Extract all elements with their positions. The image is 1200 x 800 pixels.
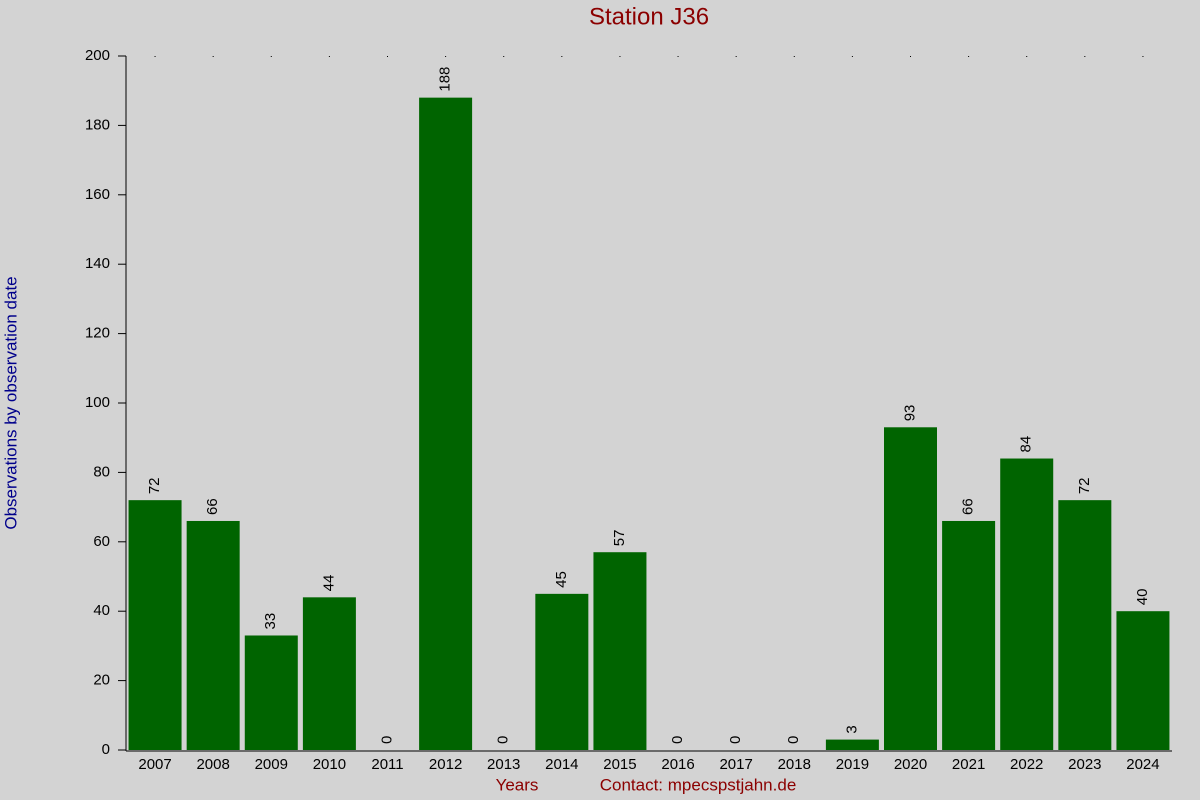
y-tick-label: 0 [102, 741, 110, 758]
value-label: 72 [1076, 477, 1093, 494]
x-tick-label: 2016 [661, 756, 694, 773]
bar [302, 597, 356, 750]
top-tick [793, 56, 795, 57]
x-tick-label: 2008 [196, 756, 229, 773]
bar [942, 520, 996, 750]
bar [535, 593, 589, 750]
bar [825, 739, 879, 750]
bar [884, 427, 937, 750]
y-axis-label: Observations by observation date [1, 276, 20, 529]
contact-note: Contact: mpecspstjahn.de [600, 775, 797, 794]
value-label: 66 [204, 498, 221, 515]
value-label: 0 [378, 736, 395, 744]
y-tick-label: 160 [85, 186, 110, 203]
x-tick-label: 2024 [1126, 756, 1159, 773]
y-tick-label: 40 [93, 602, 110, 619]
bar [1058, 500, 1112, 750]
x-tick-label: 2007 [138, 756, 171, 773]
value-label: 57 [611, 530, 628, 547]
x-tick-label: 2009 [255, 756, 288, 773]
x-tick-label: 2020 [894, 756, 927, 773]
x-tick-label: 2015 [603, 756, 636, 773]
x-tick-label: 2023 [1068, 756, 1101, 773]
y-tick-label: 120 [85, 325, 110, 342]
x-tick-label: 2011 [371, 756, 403, 773]
bar [244, 635, 298, 750]
value-label: 0 [495, 736, 512, 744]
top-tick [154, 56, 156, 57]
x-tick-label: 2022 [1010, 756, 1043, 773]
x-tick-label: 2010 [313, 756, 346, 773]
top-tick [1026, 56, 1028, 57]
y-tick-label: 180 [85, 116, 110, 133]
y-tick-label: 100 [85, 394, 110, 411]
y-tick-label: 200 [85, 47, 110, 64]
x-tick-label: 2019 [836, 756, 869, 773]
top-tick [503, 56, 505, 57]
value-label: 188 [437, 67, 454, 92]
value-label: 84 [1018, 436, 1035, 453]
y-tick-label: 140 [85, 255, 110, 272]
x-tick-label: 2021 [952, 756, 985, 773]
x-tick-label: 2017 [719, 756, 752, 773]
x-tick-label: 2012 [429, 756, 462, 773]
value-label: 93 [901, 405, 918, 422]
bar [128, 500, 182, 750]
top-tick [910, 56, 911, 57]
top-tick [212, 56, 214, 57]
value-label: 66 [960, 498, 977, 515]
bar [186, 520, 240, 750]
value-label: 0 [785, 736, 802, 744]
bar [593, 552, 647, 750]
bar [419, 97, 473, 750]
x-tick-label: 2014 [545, 756, 578, 773]
value-label: 0 [669, 736, 686, 744]
x-axis-label: Years [496, 775, 539, 794]
y-tick-label: 60 [93, 533, 110, 550]
bar [1116, 611, 1170, 750]
bar [1000, 458, 1054, 750]
y-tick-label: 80 [93, 463, 110, 480]
chart-title: Station J36 [589, 3, 709, 30]
value-label: 3 [843, 725, 860, 733]
top-tick [270, 56, 272, 57]
x-tick-label: 2018 [778, 756, 811, 773]
top-tick [619, 56, 621, 57]
top-tick [735, 56, 737, 57]
top-tick [968, 56, 970, 57]
top-tick [1084, 56, 1086, 57]
top-tick [387, 56, 388, 57]
value-label: 45 [553, 571, 570, 588]
top-tick [328, 56, 330, 57]
value-label: 0 [727, 736, 744, 744]
value-label: 40 [1134, 589, 1151, 606]
top-tick [1142, 56, 1144, 57]
value-label: 44 [320, 575, 337, 592]
y-tick-label: 20 [93, 672, 110, 689]
top-tick [677, 56, 679, 57]
top-tick [851, 56, 853, 57]
value-label: 33 [262, 613, 279, 630]
value-label: 72 [146, 477, 163, 494]
top-tick [445, 56, 447, 57]
x-tick-label: 2013 [487, 756, 520, 773]
top-tick [561, 56, 563, 57]
